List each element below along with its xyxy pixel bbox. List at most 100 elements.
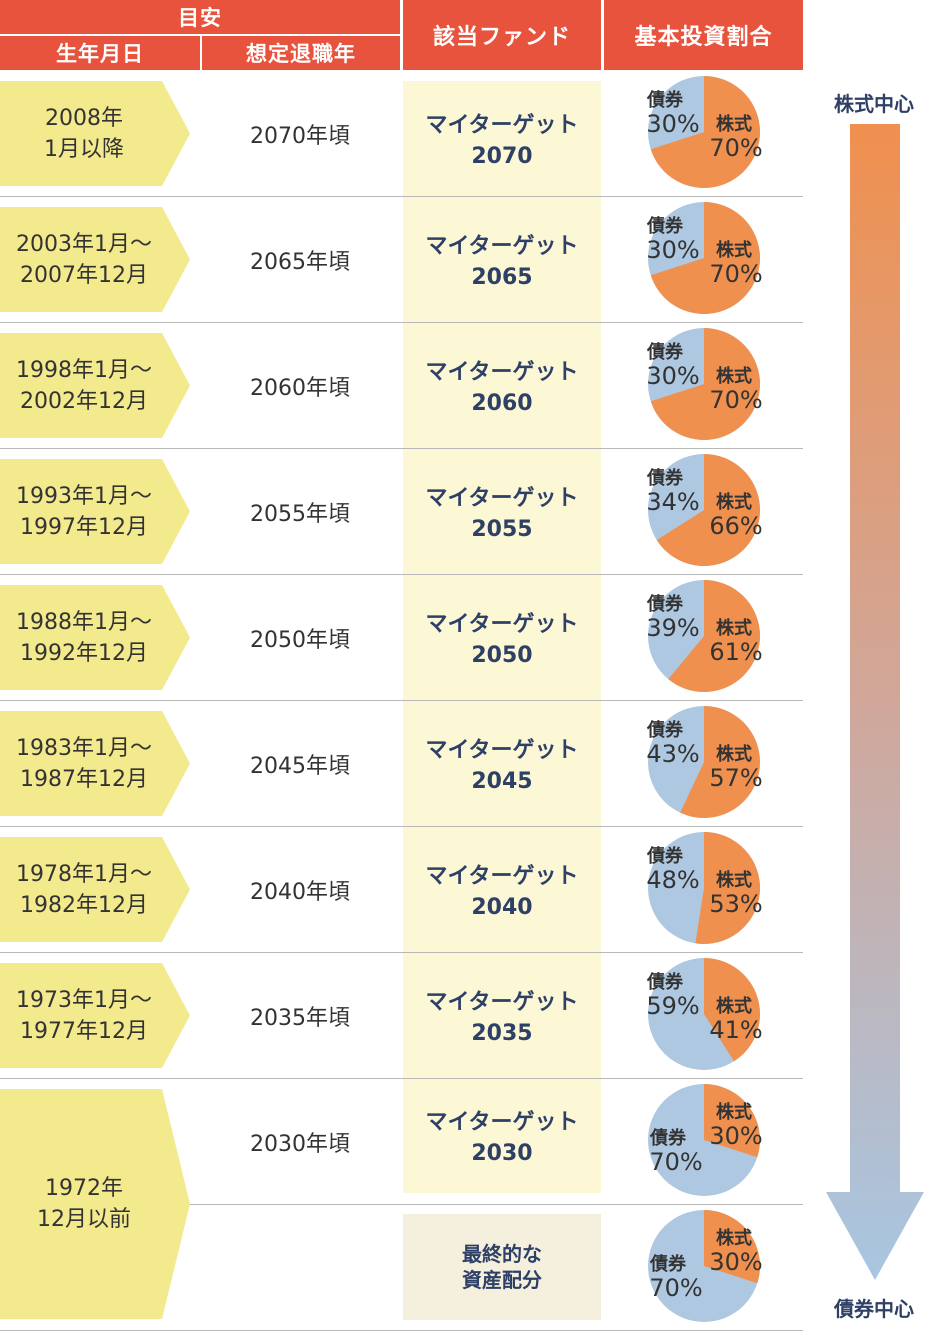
fund-name-line-1: マイターゲット	[425, 360, 579, 385]
birth-range: 2003年1月～ 2007年12月	[0, 207, 190, 312]
pie-slice-stock	[704, 1210, 760, 1284]
fund-name: マイターゲット 2035	[403, 987, 601, 1049]
pie-label-bond: 債券	[646, 971, 684, 993]
pie-value-bond: 39%	[646, 614, 699, 642]
final-allocation-box: 最終的な 資産配分	[403, 1214, 601, 1320]
pie-value-stock: 70%	[709, 260, 762, 288]
header-birth: 生年月日	[0, 36, 200, 70]
trend-arrow-icon	[826, 124, 924, 1280]
fund-name-line-1: マイターゲット	[425, 990, 579, 1015]
header-alloc: 基本投資割合	[604, 0, 803, 70]
birth-line-2: 12月以前	[37, 1207, 131, 1232]
birth-line-2: 1992年12月	[20, 640, 148, 666]
pie-value-stock: 53%	[709, 890, 762, 918]
fund-name-line-1: マイターゲット	[425, 486, 579, 511]
fund-name: マイターゲット 2040	[403, 861, 601, 923]
trend-label-stock: 株式中心	[834, 92, 914, 116]
row-divider	[0, 574, 803, 575]
pie-slice-stock	[704, 958, 760, 1062]
pie-value-stock: 66%	[709, 512, 762, 540]
fund-name: マイターゲット 2030	[403, 1107, 601, 1169]
pie-label-stock: 株式	[716, 365, 752, 387]
retire-year: 2045年頃	[250, 754, 350, 779]
birth-range: 1983年1月～ 1987年12月	[0, 711, 190, 816]
fund-name: マイターゲット 2070	[403, 110, 601, 172]
fund-name-line-2: 2035	[471, 1021, 533, 1046]
pie-slice-stock	[650, 76, 761, 188]
birth-line-1: 1973年1月～	[16, 987, 152, 1013]
retire-year: 2065年頃	[250, 250, 350, 275]
fund-name-line-2: 2065	[471, 265, 533, 290]
retire-year: 2035年頃	[250, 1006, 350, 1031]
header-fund: 該当ファンド	[403, 0, 601, 70]
pie-label-stock: 株式	[716, 869, 752, 891]
birth-line-1: 1988年1月～	[16, 609, 152, 635]
pie-label-stock: 株式	[716, 743, 752, 765]
pie-value-bond: 30%	[646, 236, 699, 264]
pie-value-stock: 70%	[709, 386, 762, 414]
pie-slice-stock	[695, 832, 761, 944]
fund-name-line-2: 2070	[471, 144, 533, 169]
birth-line-2: 2007年12月	[20, 262, 148, 288]
header-guide: 目安	[0, 0, 400, 34]
fund-name-line-2: 2040	[471, 895, 533, 920]
pie-label-stock: 株式	[716, 995, 752, 1017]
birth-range: 1972年 12月以前	[0, 1089, 190, 1319]
pie-label-bond: 債券	[646, 467, 684, 489]
pie-slice-stock	[704, 1084, 760, 1158]
pie-slice-stock	[650, 202, 761, 314]
fund-name: マイターゲット 2055	[403, 483, 601, 545]
pie-label-bond: 債券	[649, 1253, 687, 1275]
pie-value-bond: 59%	[646, 992, 699, 1020]
pie-label-bond: 債券	[646, 89, 684, 111]
birth-range: 1978年1月～ 1982年12月	[0, 837, 190, 942]
pie-label-bond: 債券	[646, 215, 684, 237]
pie-label-stock: 株式	[716, 239, 752, 261]
pie-label-bond: 債券	[646, 341, 684, 363]
pie-value-stock: 61%	[709, 638, 762, 666]
birth-range: 1973年1月～ 1977年12月	[0, 963, 190, 1068]
fund-name-line-2: 2045	[471, 769, 533, 794]
pie-value-bond: 30%	[646, 362, 699, 390]
pie-slice-stock	[656, 454, 760, 566]
birth-line-1: 1972年	[45, 1176, 123, 1201]
birth-range: 1998年1月～ 2002年12月	[0, 333, 190, 438]
birth-range: 1988年1月～ 1992年12月	[0, 585, 190, 690]
fund-name-line-2: 2050	[471, 643, 533, 668]
pie-label-bond: 債券	[646, 845, 684, 867]
fund-column-background	[403, 81, 601, 1193]
row-divider	[0, 448, 803, 449]
fund-name: マイターゲット 2065	[403, 231, 601, 293]
birth-line-2: 2002年12月	[20, 388, 148, 414]
trend-label-bond: 債券中心	[834, 1297, 914, 1321]
retire-year: 2070年頃	[250, 124, 350, 149]
birth-line-2: 1982年12月	[20, 892, 148, 918]
retire-year: 2050年頃	[250, 628, 350, 653]
pie-label-stock: 株式	[716, 617, 752, 639]
fund-name-line-1: マイターゲット	[425, 738, 579, 763]
final-line-1: 最終的な	[462, 1242, 542, 1266]
pie-slice-stock	[668, 580, 760, 692]
birth-line-2: 1987年12月	[20, 766, 148, 792]
pie-slice-stock	[650, 328, 761, 440]
pie-value-bond: 30%	[646, 110, 699, 138]
fund-name-line-2: 2060	[471, 391, 533, 416]
row-divider	[0, 322, 803, 323]
pie-value-bond: 34%	[646, 488, 699, 516]
birth-line-1: 1993年1月～	[16, 483, 152, 509]
pie-value-stock: 70%	[709, 134, 762, 162]
retire-year: 2055年頃	[250, 502, 350, 527]
pie-value-stock: 57%	[709, 764, 762, 792]
final-line-2: 資産配分	[462, 1268, 542, 1292]
row-divider	[0, 952, 803, 953]
row-divider	[0, 1330, 803, 1331]
birth-line-2: 1997年12月	[20, 514, 148, 540]
pie-value-bond: 70%	[649, 1274, 702, 1302]
